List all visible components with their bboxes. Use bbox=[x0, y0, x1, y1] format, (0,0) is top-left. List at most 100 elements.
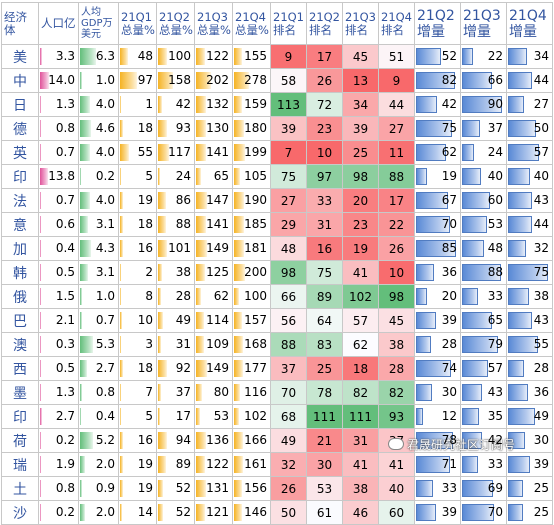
data-bar-cell: 33 bbox=[415, 477, 461, 501]
column-header: 人口亿 bbox=[39, 3, 79, 45]
cell-value: 74 bbox=[442, 357, 457, 380]
cell-value: 93 bbox=[176, 117, 191, 140]
data-bar-cell: 43 bbox=[507, 309, 553, 333]
data-bar-cell: 42 bbox=[157, 93, 195, 117]
rank-cell: 32 bbox=[271, 453, 307, 477]
cell-value: 38 bbox=[534, 285, 549, 308]
cell-value: 36 bbox=[534, 381, 549, 404]
cell-value: 86 bbox=[176, 189, 191, 212]
data-bar-cell: 180 bbox=[233, 117, 271, 141]
rank-cell: 30 bbox=[307, 453, 343, 477]
cell-value: 16 bbox=[138, 429, 153, 452]
data-bar bbox=[120, 336, 121, 353]
data-bar bbox=[462, 360, 488, 377]
data-bar-cell: 19 bbox=[415, 165, 461, 189]
data-bar bbox=[158, 216, 166, 233]
data-bar bbox=[80, 48, 96, 65]
cell-value: 0.8 bbox=[96, 381, 115, 404]
cell-value: 0.5 bbox=[56, 357, 75, 380]
cell-value: 25 bbox=[534, 501, 549, 524]
cell-value: 122 bbox=[206, 453, 229, 476]
cell-value: 155 bbox=[244, 45, 267, 68]
data-bar-cell: 0.9 bbox=[79, 477, 119, 501]
cell-value: 60 bbox=[488, 189, 503, 212]
data-bar-cell: 1.9 bbox=[39, 453, 79, 477]
cell-value: 0.7 bbox=[96, 309, 115, 332]
rank-cell: 38 bbox=[379, 333, 415, 357]
data-bar bbox=[120, 240, 123, 257]
data-bar bbox=[158, 312, 163, 329]
column-header: 21Q4排名 bbox=[379, 3, 415, 45]
rank-cell: 44 bbox=[379, 93, 415, 117]
economy-name: 巴 bbox=[2, 309, 39, 333]
cell-value: 75 bbox=[534, 261, 549, 284]
cell-value: 85 bbox=[442, 237, 457, 260]
data-bar-cell: 0.5 bbox=[39, 261, 79, 285]
data-bar bbox=[508, 240, 526, 257]
cell-value: 168 bbox=[244, 333, 267, 356]
data-bar-cell: 109 bbox=[195, 333, 233, 357]
data-bar-cell: 49 bbox=[507, 405, 553, 429]
data-bar bbox=[158, 504, 163, 521]
data-bar-cell: 132 bbox=[195, 93, 233, 117]
data-bar bbox=[508, 480, 523, 497]
cell-value: 62 bbox=[442, 141, 457, 164]
data-bar bbox=[234, 504, 242, 521]
data-bar-cell: 44 bbox=[507, 69, 553, 93]
rank-cell: 48 bbox=[271, 237, 307, 261]
cell-value: 141 bbox=[206, 141, 229, 164]
economy-name: 墨 bbox=[2, 381, 39, 405]
data-bar-cell: 19 bbox=[119, 189, 157, 213]
economy-name: 意 bbox=[2, 213, 39, 237]
cell-value: 30 bbox=[442, 381, 457, 404]
data-bar-cell: 82 bbox=[415, 69, 461, 93]
data-bar bbox=[40, 312, 41, 329]
data-bar-cell: 40 bbox=[461, 165, 507, 189]
data-bar-cell: 185 bbox=[233, 213, 271, 237]
cell-value: 5.2 bbox=[96, 429, 115, 452]
cell-value: 33 bbox=[488, 285, 503, 308]
data-bar-cell: 52 bbox=[157, 477, 195, 501]
data-bar-cell: 0.7 bbox=[39, 189, 79, 213]
cell-value: 48 bbox=[138, 45, 153, 68]
rank-cell: 75 bbox=[271, 165, 307, 189]
data-bar bbox=[158, 432, 167, 449]
cell-value: 141 bbox=[206, 213, 229, 236]
data-bar bbox=[40, 288, 41, 305]
data-bar bbox=[508, 192, 532, 209]
data-bar bbox=[158, 360, 167, 377]
rank-cell: 39 bbox=[343, 117, 379, 141]
data-bar-cell: 18 bbox=[119, 117, 157, 141]
cell-value: 109 bbox=[206, 333, 229, 356]
data-bar bbox=[158, 408, 160, 425]
cell-value: 37 bbox=[176, 381, 191, 404]
rank-cell: 23 bbox=[307, 117, 343, 141]
data-bar bbox=[196, 216, 206, 233]
data-bar-cell: 94 bbox=[157, 429, 195, 453]
cell-value: 52 bbox=[176, 501, 191, 524]
data-bar bbox=[416, 480, 433, 497]
data-bar bbox=[120, 480, 123, 497]
data-bar-cell: 85 bbox=[415, 237, 461, 261]
rank-cell: 88 bbox=[271, 333, 307, 357]
rank-cell: 46 bbox=[343, 501, 379, 525]
data-bar bbox=[234, 264, 245, 281]
data-bar-cell: 62 bbox=[415, 141, 461, 165]
data-bar-cell: 181 bbox=[233, 237, 271, 261]
rank-cell: 113 bbox=[271, 93, 307, 117]
data-bar-cell: 2.0 bbox=[79, 501, 119, 525]
data-bar-cell: 33 bbox=[461, 453, 507, 477]
data-bar-cell: 146 bbox=[233, 501, 271, 525]
data-bar-cell: 3.1 bbox=[79, 213, 119, 237]
rank-cell: 64 bbox=[307, 309, 343, 333]
data-bar bbox=[508, 120, 536, 137]
data-bar bbox=[462, 144, 474, 161]
data-bar-cell: 28 bbox=[157, 285, 195, 309]
cell-value: 31 bbox=[176, 333, 191, 356]
data-bar-cell: 0.7 bbox=[79, 309, 119, 333]
data-bar-cell: 5 bbox=[119, 165, 157, 189]
rank-cell: 88 bbox=[379, 165, 415, 189]
data-bar bbox=[120, 144, 129, 161]
